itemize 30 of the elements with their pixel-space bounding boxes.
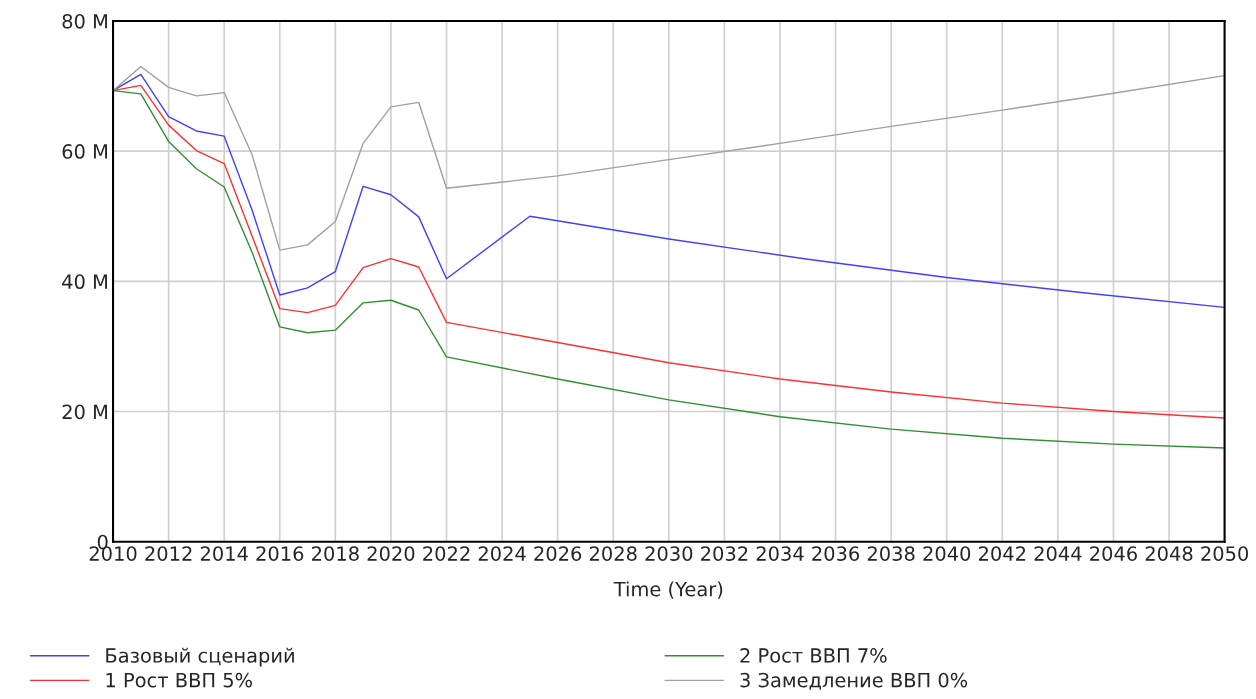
x-tick-label: 2024 <box>478 546 526 561</box>
x-tick-label: 2050 <box>1201 546 1249 561</box>
x-tick-label: 2036 <box>812 546 860 561</box>
x-tick-label: 2014 <box>200 546 248 561</box>
x-tick-label: 2044 <box>1034 546 1082 561</box>
x-tick-label: 2032 <box>701 546 748 561</box>
line-series <box>113 65 1225 251</box>
legend-label: 2 Рост ВВП 7% <box>740 648 887 663</box>
x-tick-label: 2028 <box>589 546 637 561</box>
y-tick-label: 20 M <box>62 404 107 420</box>
legend-label: 1 Рост ВВП 5% <box>106 672 253 688</box>
y-tick-label: 60 M <box>62 144 107 159</box>
x-tick-label: 2046 <box>1090 546 1137 561</box>
x-tick-label: 2018 <box>312 546 359 561</box>
x-tick-label: 2034 <box>756 546 804 561</box>
x-tick-label: 2020 <box>367 546 415 561</box>
x-tick-label: 2012 <box>145 546 192 561</box>
x-axis-title: Time (Year) <box>613 581 723 599</box>
x-tick-label: 2026 <box>534 546 582 561</box>
legend-label: 3 Замедление ВВП 0% <box>740 672 968 690</box>
x-tick-label: 2030 <box>645 546 693 561</box>
y-tick-label: 80 M <box>62 13 107 29</box>
x-tick-label: 2042 <box>978 546 1026 561</box>
legend-label: Базовый сценарий <box>106 647 294 667</box>
x-tick-label: 2040 <box>923 546 971 561</box>
x-tick-label: 2022 <box>423 546 470 561</box>
x-tick-label: 2016 <box>256 546 304 561</box>
y-tick-label: 40 M <box>62 274 107 290</box>
x-tick-label: 2048 <box>1145 546 1193 561</box>
x-tick-label: 2038 <box>867 546 915 561</box>
